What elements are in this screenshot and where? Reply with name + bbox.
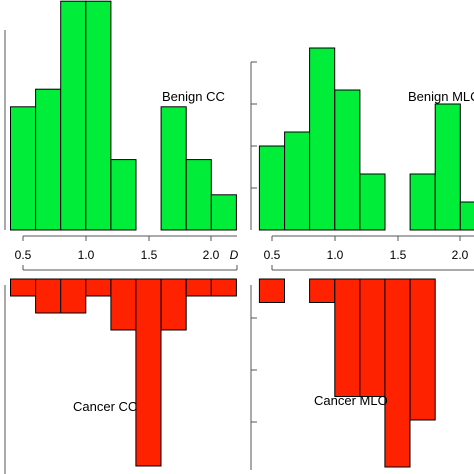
cancer-cc-bars (10, 278, 237, 467)
left-x-tick-label: 1.0 (78, 248, 95, 262)
cancer-cc-bar (35, 278, 62, 314)
benign-mlc-bar (434, 103, 461, 231)
cancer-mlo-y-axis (250, 285, 257, 470)
benign-mlc-bar (258, 145, 285, 231)
cancer-cc-bar (85, 278, 112, 297)
benign-cc-bar (85, 0, 112, 231)
benign-cc-bars (10, 0, 237, 231)
left-x-tick-label: 0.5 (15, 248, 32, 262)
left-x-tick-label: 2.0 (203, 248, 220, 262)
benign-mlc-bar (284, 131, 311, 231)
panel-label-cancer-cc: Cancer CC (73, 399, 137, 414)
cancer-mlo-bar (334, 278, 361, 397)
benign-cc-bar (35, 88, 62, 231)
right-x-tick-label: 1.0 (327, 248, 344, 262)
benign-cc-bar (10, 106, 37, 231)
cancer-mlo-bar (384, 278, 411, 468)
benign-cc-bar (160, 106, 187, 231)
benign-mlc-bar (309, 47, 336, 231)
benign-cc-bar (210, 194, 237, 231)
benign-mlc-bar (334, 89, 361, 231)
benign-mlc-bars (258, 47, 474, 231)
right-x-tick-label: 0.5 (264, 248, 281, 262)
cancer-mlo-bar (258, 278, 285, 303)
cancer-cc-bar (185, 278, 212, 297)
cancer-cc-bar (210, 278, 237, 297)
left-x-tick-label: 1.5 (141, 248, 158, 262)
right-x-tick-label: 1.5 (390, 248, 407, 262)
benign-mlc-y-axis (250, 61, 257, 230)
right-x-tick-label: 2.0 (452, 248, 469, 262)
panel-label-cancer-mlo: Cancer MLO (314, 393, 388, 408)
cancer-cc-bar (160, 278, 187, 331)
benign-mlc-bar (359, 173, 386, 231)
cancer-cc-bar (10, 278, 37, 297)
cancer-mlo-bars (258, 278, 436, 468)
x-axis-symbol: D (230, 248, 239, 262)
benign-cc-bar (60, 0, 87, 231)
panel-label-benign-mlc: Benign MLC (408, 89, 474, 104)
panel-label-benign-cc: Benign CC (162, 89, 225, 104)
cancer-mlo-bar (409, 278, 436, 421)
benign-cc-bar (110, 159, 137, 231)
benign-cc-bar (185, 159, 212, 231)
left-x-axis: 0.5 1.0 1.5 2.0 D (15, 235, 239, 271)
cancer-cc-bar (135, 278, 162, 467)
benign-mlc-bar (459, 201, 474, 231)
right-x-axis: 0.5 1.0 1.5 2.0 (264, 235, 474, 271)
benign-mlc-bar (409, 173, 436, 231)
cancer-mlo-bar (359, 278, 386, 397)
cancer-cc-bar (110, 278, 137, 331)
cancer-cc-bar (60, 278, 87, 314)
cancer-mlo-bar (309, 278, 336, 303)
